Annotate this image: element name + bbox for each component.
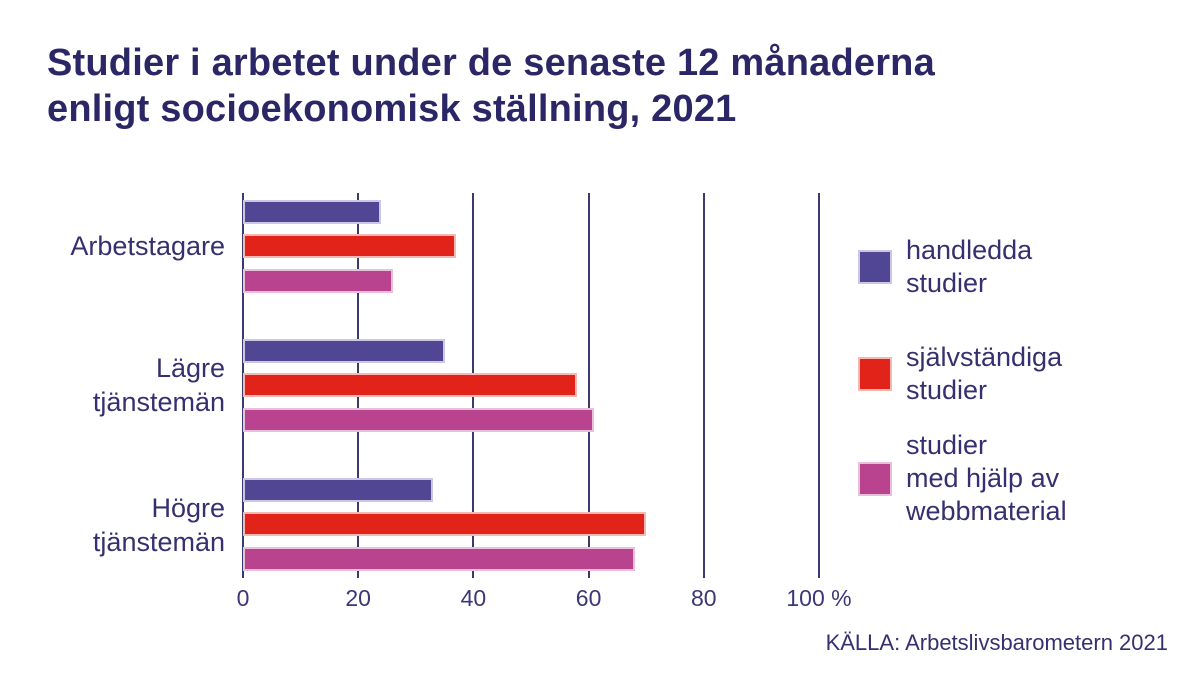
bar-segment: [243, 512, 646, 536]
bar-segment: [243, 234, 456, 258]
chart-title: Studier i arbetet under de senaste 12 må…: [47, 40, 935, 132]
chart-legend: handledda studier självständiga studier stud…: [858, 0, 1193, 600]
legend-color-swatch: [858, 461, 892, 496]
bar-segment: [243, 200, 381, 224]
bar-segment: [243, 269, 393, 293]
legend-item: handledda studier: [858, 234, 1032, 300]
legend-item: studier med hjälp av webbmaterial: [858, 429, 1067, 528]
bar-segment: [243, 408, 594, 432]
x-axis-tick-label: 20: [345, 585, 371, 611]
gridline-60: [587, 193, 590, 578]
legend-item: självständiga studier: [858, 341, 1062, 407]
gridline-80: [702, 193, 705, 578]
x-axis-tick-label: 80: [691, 585, 717, 611]
legend-color-swatch: [858, 250, 892, 284]
legend-color-swatch: [858, 357, 892, 391]
bar-segment: [243, 373, 577, 397]
legend-label: handledda studier: [906, 235, 1033, 298]
legend-label: självständiga studier: [906, 342, 1063, 405]
legend-label: studier med hjälp av webbmaterial: [906, 430, 1067, 526]
category-label: Högre tjänstemän: [92, 493, 225, 557]
x-axis-tick-label: 0: [236, 585, 250, 611]
category-label: Lägre tjänstemän: [92, 353, 225, 417]
y-axis-category-labels: Arbetstagare Lägre tjänstemän Högre tjänstem…: [10, 0, 225, 675]
x-axis-tick-label: 60: [575, 585, 602, 611]
source-caption: KÄLLA: Arbetslivsbarometern 2021: [825, 630, 1168, 655]
x-axis-tick-label: 40: [460, 585, 487, 611]
bar-chart-plot-area: [242, 193, 823, 578]
x-axis-tick-label: 100 %: [786, 585, 852, 611]
bar-segment: [243, 547, 635, 571]
x-axis-tick-labels: 0 20 40 60 80 100 %: [0, 585, 1200, 615]
bar-segment: [243, 339, 445, 363]
chart-title-line2: enligt socioekonomisk ställning, 2021: [47, 88, 737, 130]
category-label: Arbetstagare: [70, 231, 225, 261]
bar-segment: [243, 478, 433, 502]
gridline-100: [818, 193, 820, 578]
chart-title-line1: Studier i arbetet under de senaste 12 må…: [47, 42, 935, 84]
